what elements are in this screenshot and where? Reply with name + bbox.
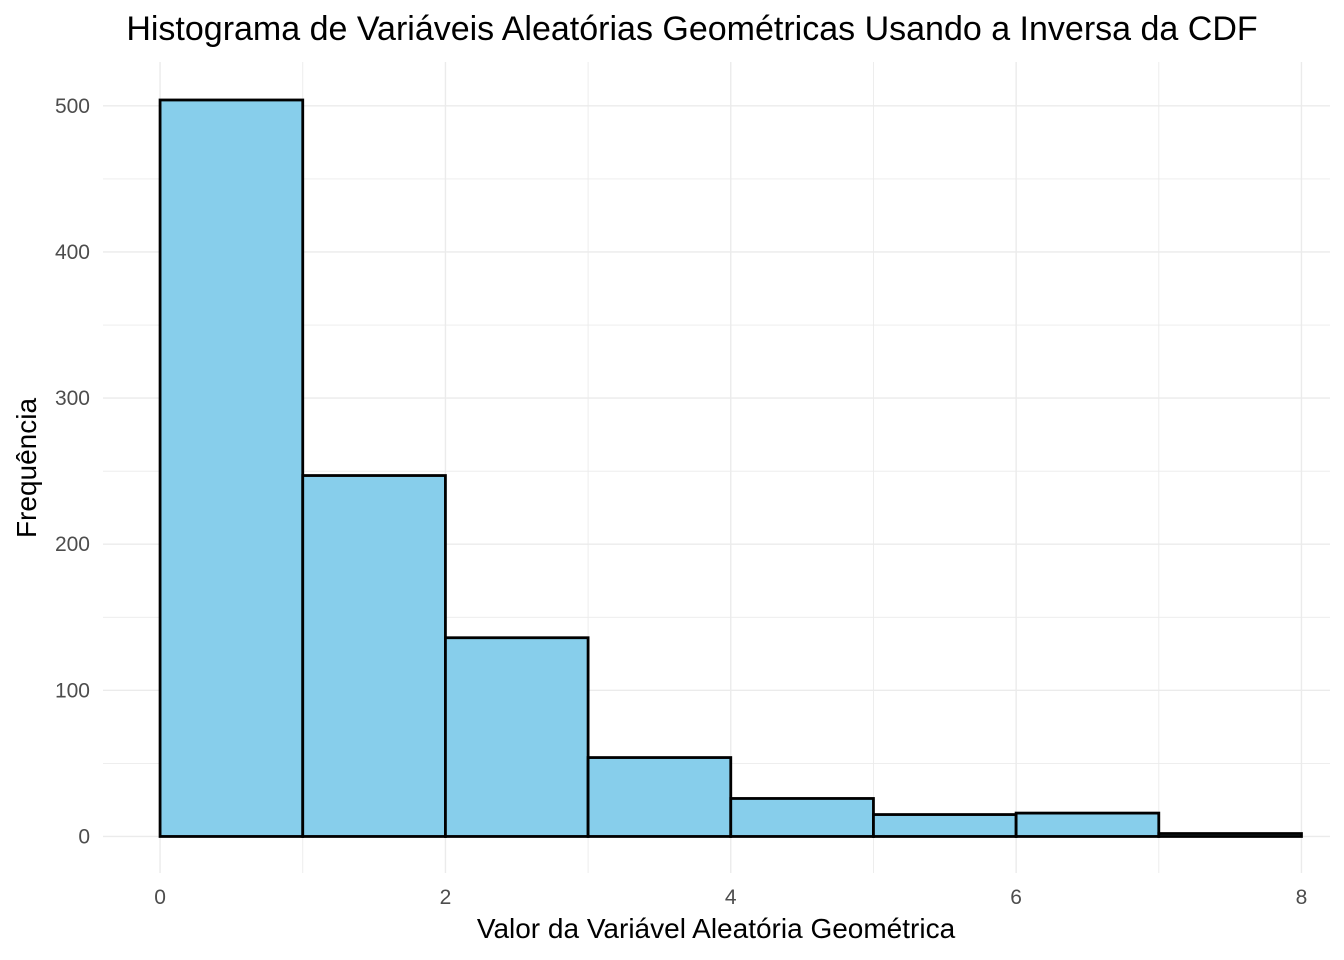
histogram-bar-3 <box>444 636 590 838</box>
x-tick-label: 6 <box>1010 886 1022 909</box>
y-tick-label: 400 <box>55 241 90 264</box>
x-tick-label: 2 <box>440 886 452 909</box>
histogram-bar-7 <box>1014 811 1161 838</box>
y-tick-label: 100 <box>55 679 90 702</box>
bars-layer <box>158 98 1303 838</box>
histogram-bar-2 <box>301 474 447 838</box>
y-axis-title: Frequência <box>11 398 42 539</box>
y-axis-ticks: 0 100 200 300 400 500 <box>55 95 90 849</box>
x-tick-label: 8 <box>1296 886 1308 909</box>
histogram-bar-8 <box>1157 832 1303 838</box>
histogram-bar-4 <box>586 756 733 838</box>
y-tick-label: 0 <box>78 825 90 848</box>
y-tick-label: 200 <box>55 533 90 556</box>
x-tick-label: 4 <box>725 886 737 909</box>
histogram-bar-6 <box>872 813 1018 838</box>
histogram-bar-1 <box>158 98 305 838</box>
histogram-bar-5 <box>729 797 875 838</box>
chart-title: Histograma de Variáveis Aleatórias Geomé… <box>126 10 1257 48</box>
y-tick-label: 300 <box>55 387 90 410</box>
x-axis-ticks: 0 2 4 6 8 <box>154 886 1307 909</box>
x-tick-label: 0 <box>154 886 166 909</box>
x-axis-title: Valor da Variável Aleatória Geométrica <box>477 913 956 944</box>
y-tick-label: 500 <box>55 95 90 118</box>
